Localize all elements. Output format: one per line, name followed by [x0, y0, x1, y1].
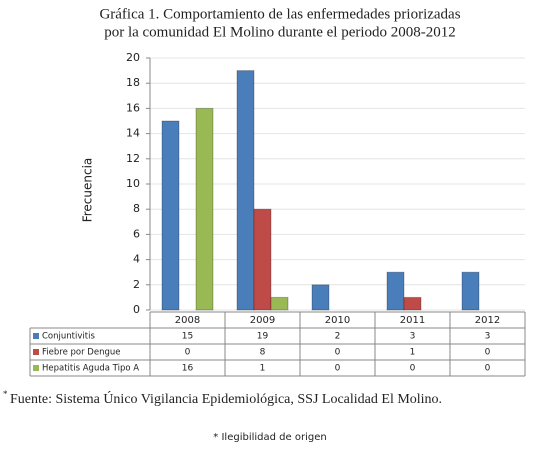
y-tick-label: 20	[126, 51, 140, 64]
table-value: 8	[260, 348, 266, 358]
legend-swatch	[33, 333, 39, 339]
table-value: 0	[410, 364, 416, 374]
y-tick-label: 2	[133, 278, 140, 291]
legend-label: Hepatitis Aguda Tipo A	[42, 364, 139, 374]
table-value: 2	[335, 332, 341, 342]
y-tick-label: 18	[126, 76, 140, 89]
table-value: 0	[335, 348, 341, 358]
table-value: 0	[185, 348, 191, 358]
note: * Ilegibilidad de origen	[213, 432, 326, 443]
bar	[195, 107, 214, 311]
bar	[161, 120, 180, 311]
table-value: 16	[182, 364, 194, 374]
y-tick-label: 12	[126, 152, 140, 165]
x-tick-label: 2008	[175, 315, 200, 326]
y-tick-label: 0	[133, 303, 140, 316]
chart-title: por la comunidad El Molino durante el pe…	[104, 24, 456, 40]
y-tick-label: 4	[133, 253, 140, 266]
table-value: 3	[410, 332, 416, 342]
source: Fuente: Sistema Único Vigilancia Epidemi…	[10, 390, 442, 407]
x-tick-label: 2012	[475, 315, 500, 326]
y-tick-label: 10	[126, 177, 140, 190]
y-tick-label: 14	[126, 127, 140, 140]
chart-title: Gráfica 1. Comportamiento de las enferme…	[99, 6, 460, 22]
bar	[236, 70, 255, 311]
table-value: 0	[335, 364, 341, 374]
table-value: 1	[410, 348, 416, 358]
bar	[311, 284, 330, 311]
y-tick-label: 16	[126, 101, 140, 114]
legend-swatch	[33, 349, 39, 355]
bar	[461, 271, 480, 311]
legend-label: Fiebre por Dengue	[42, 348, 120, 358]
legend-label: Conjuntivitis	[42, 332, 95, 342]
x-tick-label: 2010	[325, 315, 350, 326]
bar	[403, 296, 422, 311]
bar	[386, 271, 405, 311]
table-value: 3	[485, 332, 491, 342]
footnote-marker: *	[3, 389, 8, 399]
x-tick-label: 2011	[400, 315, 425, 326]
y-tick-label: 6	[133, 227, 140, 240]
table-value: 1	[260, 364, 266, 374]
table-value: 15	[182, 332, 193, 342]
x-tick-label: 2009	[250, 315, 275, 326]
y-axis-label: Frecuencia	[81, 158, 95, 223]
y-tick-label: 8	[133, 202, 140, 215]
bar	[270, 296, 289, 311]
table-value: 19	[257, 332, 269, 342]
legend-swatch	[33, 365, 39, 371]
table-value: 0	[485, 348, 491, 358]
table-value: 0	[485, 364, 491, 374]
bar	[253, 208, 272, 311]
